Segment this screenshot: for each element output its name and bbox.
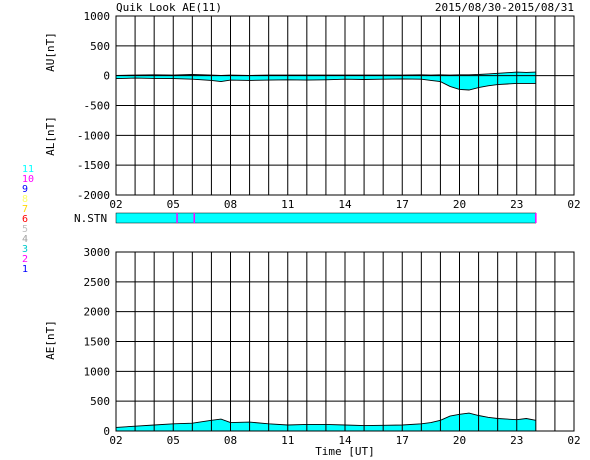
- au-al-ytick-label: -1500: [77, 159, 110, 172]
- au-al-xtick-label: 17: [396, 198, 409, 211]
- header-title: Quik Look AE(11): [116, 1, 222, 14]
- au-al-series-0-line: [115, 71, 536, 76]
- station-legend-2: 2: [22, 254, 28, 265]
- ae-xtick-label: 14: [338, 434, 352, 447]
- au-al-xtick-label: 14: [338, 198, 352, 211]
- ae-ytick-label: 2000: [84, 306, 111, 319]
- ae-xtick-label: 08: [224, 434, 237, 447]
- au-al-ytick-label: 0: [103, 70, 110, 83]
- station-legend-4: 4: [22, 234, 28, 245]
- au-al-xtick-label: 20: [453, 198, 466, 211]
- au-al-xtick-label: 02: [567, 198, 580, 211]
- ae-series-0-line: [115, 412, 536, 428]
- au-al-ytick-label: 500: [90, 40, 110, 53]
- au-al-series-1-area: [116, 75, 536, 90]
- au-al-xtick-label: 11: [281, 198, 294, 211]
- ae-ytick-label: 3000: [84, 246, 111, 259]
- station-legend-9: 9: [22, 184, 28, 195]
- al-axis-label: AL[nT]: [44, 116, 57, 156]
- ae-xtick-label: 20: [453, 434, 466, 447]
- ae-xtick-label: 05: [167, 434, 180, 447]
- ae-axis-label: AE[nT]: [44, 320, 57, 360]
- station-legend-5: 5: [22, 224, 28, 235]
- au-al-series-1-line: [115, 77, 536, 91]
- ae-xtick-label: 02: [109, 434, 122, 447]
- station-legend-1: 1: [22, 264, 28, 275]
- ae-xtick-label: 17: [396, 434, 409, 447]
- au-al-ytick-label: 1000: [84, 10, 111, 23]
- ae-ytick-label: 1500: [84, 336, 111, 349]
- station-legend-3: 3: [22, 244, 28, 255]
- au-al-ytick-label: -1000: [77, 129, 110, 142]
- ae-ytick-label: 1000: [84, 365, 111, 378]
- ae-ytick-label: 500: [90, 395, 110, 408]
- ae-ytick-label: 2500: [84, 276, 111, 289]
- au-al-frame: [115, 15, 575, 196]
- au-al-ytick-label: -2000: [77, 189, 110, 202]
- header-date: 2015/08/30-2015/08/31: [435, 1, 574, 14]
- au-al-ytick-label: -500: [84, 100, 111, 113]
- au-al-xtick-label: 05: [167, 198, 180, 211]
- au-al-xtick-label: 08: [224, 198, 237, 211]
- station-legend-10: 10: [22, 174, 34, 185]
- n-stn-label: N.STN: [74, 212, 107, 225]
- ae-series-0-area: [116, 413, 536, 431]
- station-legend-8: 8: [22, 194, 28, 205]
- ae-xtick-label: 02: [567, 434, 580, 447]
- au-axis-label: AU[nT]: [44, 32, 57, 72]
- ae-xtick-label: 23: [510, 434, 523, 447]
- n-stn-panel: [115, 212, 537, 224]
- station-legend-7: 7: [22, 204, 28, 215]
- ae-xtick-label: 11: [281, 434, 294, 447]
- n-stn-bar: [115, 212, 537, 224]
- ae-ytick-label: 0: [103, 425, 110, 438]
- au-al-xtick-label: 02: [109, 198, 122, 211]
- au-al-xtick-label: 23: [510, 198, 523, 211]
- ae-frame: [115, 251, 575, 432]
- station-legend-6: 6: [22, 214, 28, 225]
- x-axis-title: Time [UT]: [315, 445, 375, 458]
- station-legend-11: 11: [22, 164, 34, 175]
